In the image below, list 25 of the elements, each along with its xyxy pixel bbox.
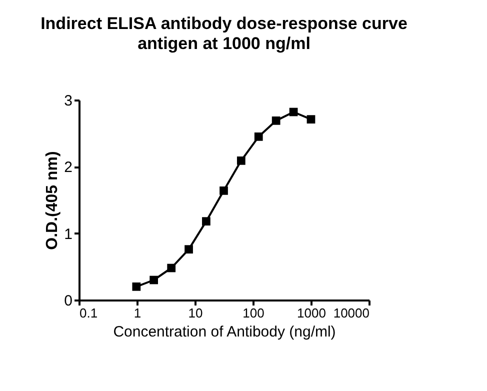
x-tick-label: 1000 <box>297 306 326 320</box>
point <box>236 156 246 165</box>
y-tick-label: 0 <box>64 292 72 310</box>
chart-subtitle: antigen at 1000 ng/ml <box>138 34 310 53</box>
point <box>132 282 141 291</box>
chart-title: Indirect ELISA antibody dose-response curve <box>40 14 408 33</box>
x-tick-label: 1 <box>134 306 142 320</box>
point <box>167 264 176 272</box>
point <box>272 116 280 125</box>
point <box>220 186 228 195</box>
x-axis-title: Concentration of Antibody (ng/ml) <box>113 324 336 340</box>
point <box>202 217 210 226</box>
y-tick-label: 1 <box>64 226 72 243</box>
x-tick-label: 10 <box>188 306 203 320</box>
point <box>150 276 158 284</box>
x-tick-label: 100 <box>242 306 264 320</box>
x-tick-label: 10000 <box>333 306 370 320</box>
y-tick-label: 3 <box>64 92 72 110</box>
point <box>254 132 263 141</box>
y-tick-label: 2 <box>64 159 72 176</box>
point <box>306 115 316 124</box>
point <box>289 108 298 116</box>
y-axis-title: O.D.(405 nm) <box>44 151 62 250</box>
point <box>184 245 193 254</box>
x-tick-label: 0.1 <box>80 306 98 320</box>
